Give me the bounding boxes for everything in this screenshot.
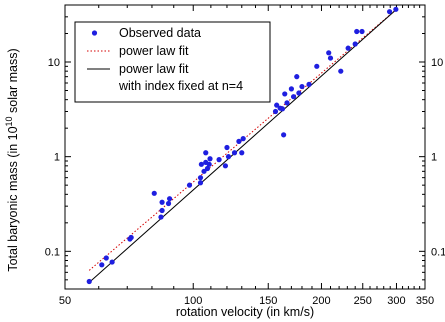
y-tick-label-left: 10 bbox=[48, 57, 60, 69]
data-point bbox=[284, 100, 290, 106]
axis-ticks bbox=[64, 4, 426, 290]
data-point bbox=[109, 259, 115, 265]
x-tick-label: 200 bbox=[312, 295, 330, 307]
fit-line-solid bbox=[88, 8, 397, 283]
x-axis-label: rotation velocity (in km/s) bbox=[176, 305, 314, 319]
tick-labels: 50 100 150 200 250 300 350 0.1 0.1 1 1 10 10 bbox=[45, 57, 445, 307]
data-point bbox=[216, 157, 222, 163]
data-point bbox=[231, 150, 238, 156]
plot-frame bbox=[64, 4, 426, 290]
data-point bbox=[158, 214, 164, 220]
legend-label: power law fit bbox=[119, 44, 189, 58]
y-axis-label-exponent: 10 bbox=[4, 116, 14, 126]
data-point bbox=[288, 86, 295, 92]
x-tick-label: 300 bbox=[387, 295, 405, 307]
x-tick-label: 150 bbox=[259, 295, 277, 307]
data-point bbox=[197, 180, 204, 186]
data-point bbox=[354, 28, 360, 35]
data-point bbox=[224, 144, 230, 151]
data-point bbox=[281, 132, 287, 138]
data-point bbox=[128, 234, 134, 241]
x-tick-label: 250 bbox=[354, 295, 372, 307]
data-points bbox=[86, 6, 399, 285]
data-point bbox=[338, 68, 344, 74]
data-point bbox=[314, 63, 320, 69]
legend-label: with index fixed at n=4 bbox=[118, 79, 243, 93]
data-point bbox=[225, 154, 232, 160]
data-point bbox=[198, 161, 204, 167]
y-tick-label-right: 0.1 bbox=[431, 246, 445, 258]
data-point bbox=[359, 28, 365, 35]
data-point bbox=[306, 81, 312, 87]
data-point bbox=[236, 138, 242, 144]
data-point bbox=[327, 55, 334, 61]
legend: Observed data power law fit power law fit w… bbox=[74, 21, 271, 103]
data-point bbox=[99, 262, 105, 268]
data-point bbox=[239, 150, 245, 156]
legend-label: Observed data bbox=[119, 26, 201, 40]
fit-line-dotted bbox=[88, 8, 397, 271]
data-point bbox=[386, 9, 393, 15]
legend-marker bbox=[91, 30, 98, 36]
data-point bbox=[159, 199, 165, 205]
data-point bbox=[166, 196, 173, 202]
data-point bbox=[393, 6, 399, 12]
data-point bbox=[326, 50, 332, 56]
legend-box bbox=[74, 21, 271, 103]
x-tick-label: 50 bbox=[59, 295, 71, 307]
data-point bbox=[201, 168, 207, 174]
data-point bbox=[165, 200, 172, 207]
data-point bbox=[86, 278, 92, 285]
data-point bbox=[207, 156, 213, 162]
y-tick-label-left: 1 bbox=[54, 152, 60, 164]
data-point bbox=[282, 91, 288, 97]
data-point bbox=[206, 161, 212, 167]
data-point bbox=[204, 165, 211, 172]
y-tick-label-left: 0.1 bbox=[45, 246, 60, 258]
data-point bbox=[296, 90, 302, 96]
y-axis-label-prefix: Total baryonic mass (in 10 bbox=[6, 126, 20, 271]
y-tick-label-right: 1 bbox=[431, 152, 437, 164]
data-point bbox=[240, 136, 246, 142]
fit-lines bbox=[88, 8, 397, 283]
data-point bbox=[345, 45, 351, 51]
plot-area bbox=[64, 4, 426, 290]
data-point bbox=[279, 106, 286, 112]
data-point bbox=[272, 108, 279, 115]
x-tick-label: 350 bbox=[416, 295, 434, 307]
y-axis-label-suffix: solar mass) bbox=[6, 48, 20, 116]
data-point bbox=[290, 94, 297, 100]
legend-label: power law fit bbox=[119, 62, 189, 76]
x-tick-label: 100 bbox=[184, 295, 202, 307]
data-point bbox=[299, 83, 305, 90]
data-point bbox=[103, 255, 109, 261]
data-point bbox=[151, 190, 157, 196]
y-tick-label-right: 10 bbox=[431, 57, 443, 69]
data-point bbox=[186, 182, 193, 188]
data-point bbox=[222, 163, 229, 169]
data-point bbox=[159, 207, 165, 214]
data-point bbox=[294, 74, 300, 80]
data-point bbox=[274, 102, 280, 108]
data-point bbox=[203, 150, 209, 156]
data-point bbox=[197, 175, 204, 181]
data-point bbox=[352, 41, 358, 47]
y-axis-label: Total baryonic mass (in 1010 solar mass) bbox=[4, 48, 20, 271]
